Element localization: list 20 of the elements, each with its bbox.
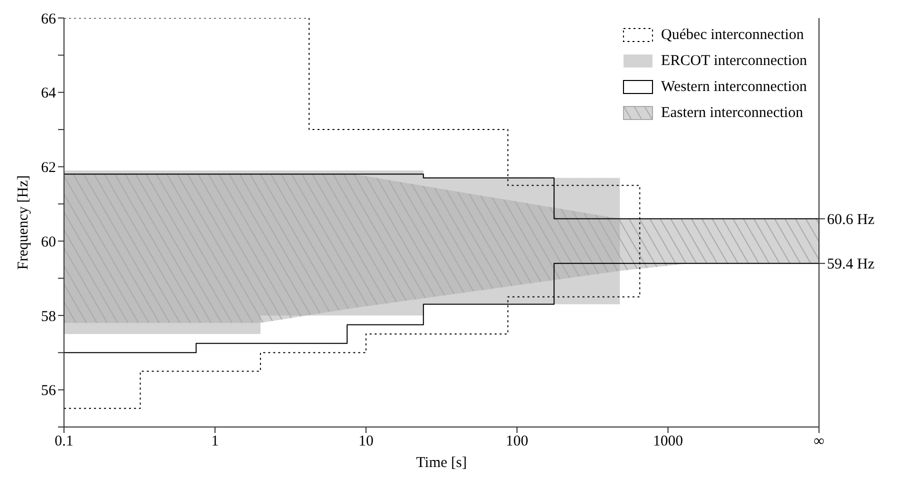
x-axis-title: Time [s] [416,455,467,471]
legend-label: ERCOT interconnection [661,52,807,70]
x-tick-label: 1 [211,434,219,450]
y2-tick-label: 59.4 Hz [827,256,875,273]
y-tick-label: 62 [41,160,56,176]
x-tick-label: 1000 [653,434,683,450]
y-tick-label: 58 [41,308,56,325]
y-axis-title: Frequency [Hz] [15,175,32,270]
legend-label: Eastern interconnection [661,104,804,122]
y-tick-label: 64 [41,86,56,102]
x-tick-label: 100 [506,434,528,450]
y-tick-label: 56 [41,383,56,400]
y-tick-label: 60 [41,234,56,250]
x-tick-label: 0.1 [54,434,74,450]
y2-tick-label: 60.6 Hz [827,212,875,228]
x-tick-label: 10 [358,434,374,450]
legend-label: Western interconnection [661,78,807,96]
legend-label: Québec interconnection [661,26,804,44]
x-tick-label: ∞ [814,434,825,450]
y-tick-label: 66 [41,11,56,28]
